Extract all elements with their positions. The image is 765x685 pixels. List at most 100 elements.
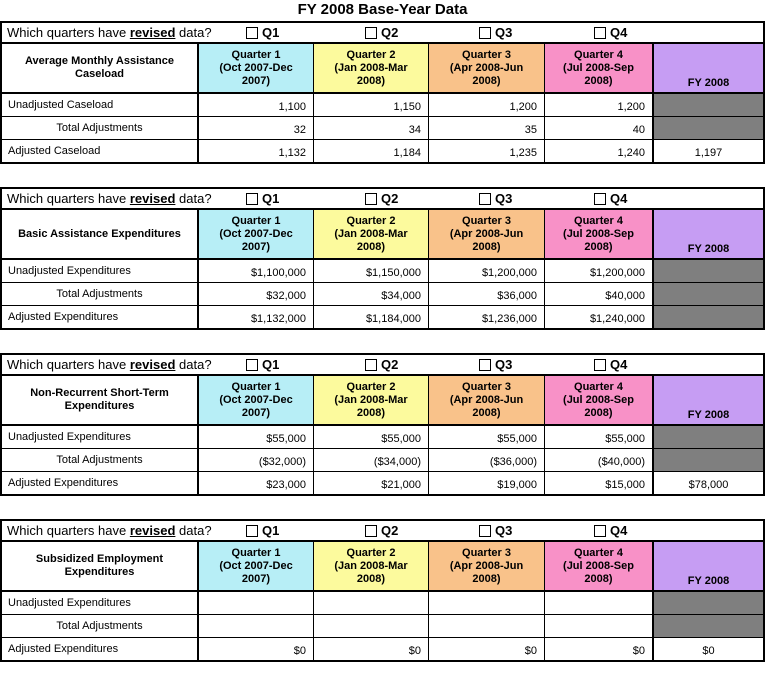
value-cell-q2[interactable]: ($34,000): [313, 449, 428, 471]
value-cell-q4[interactable]: $55,000: [544, 426, 652, 448]
q2-revised-checkbox[interactable]: [365, 26, 377, 39]
value-cell-q1[interactable]: 32: [197, 117, 313, 139]
q4-checkbox-label: Q4: [610, 523, 628, 538]
value-cell-q1[interactable]: $1,132,000: [197, 306, 313, 328]
data-table-1: Which quarters have revised data? Q1 Q2 …: [0, 187, 765, 330]
q3-checkbox-label: Q3: [495, 357, 513, 372]
value-cell-q2[interactable]: $1,150,000: [313, 260, 428, 282]
row-label: Unadjusted Caseload: [8, 99, 114, 111]
q3-revised-checkbox[interactable]: [479, 26, 491, 39]
value-cell-q2[interactable]: 34: [313, 117, 428, 139]
value-cell-q3[interactable]: 1,200: [428, 94, 544, 116]
q2-checkbox-group: Q2: [365, 23, 398, 42]
q3-revised-checkbox[interactable]: [479, 524, 491, 537]
value-cell-q4[interactable]: 40: [544, 117, 652, 139]
value-cell-q1[interactable]: $1,100,000: [197, 260, 313, 282]
table-row: Unadjusted Caseload 1,100 1,150 1,200 1,…: [2, 94, 763, 116]
value-cell-q2[interactable]: [313, 592, 428, 614]
value-cell-q2[interactable]: $34,000: [313, 283, 428, 305]
value-cell-q1[interactable]: [197, 615, 313, 637]
value-cell-q4[interactable]: $1,240,000: [544, 306, 652, 328]
fy-value-cell: [652, 283, 763, 305]
value-cell-q4[interactable]: $40,000: [544, 283, 652, 305]
value-cell-q4[interactable]: $15,000: [544, 472, 652, 494]
row-label: Unadjusted Expenditures: [8, 265, 131, 277]
data-table-2: Which quarters have revised data? Q1 Q2 …: [0, 353, 765, 496]
q3-revised-checkbox[interactable]: [479, 358, 491, 371]
q4-revised-checkbox[interactable]: [594, 192, 606, 205]
value-cell-q2[interactable]: $55,000: [313, 426, 428, 448]
value-cell-q2[interactable]: [313, 615, 428, 637]
q2-revised-checkbox[interactable]: [365, 192, 377, 205]
row-label: Adjusted Expenditures: [8, 477, 119, 489]
value-cell-q1[interactable]: $0: [197, 638, 313, 660]
row-label: Total Adjustments: [56, 288, 143, 300]
quarter-1-header: Quarter 1 (Oct 2007-Dec 2007): [197, 44, 313, 92]
table-row: Adjusted Expenditures $23,000 $21,000 $1…: [2, 471, 763, 494]
value-cell-q3[interactable]: $1,236,000: [428, 306, 544, 328]
q4-revised-checkbox[interactable]: [594, 26, 606, 39]
q1-revised-checkbox[interactable]: [246, 26, 258, 39]
fy-value-cell: [652, 94, 763, 116]
value-cell-q1[interactable]: $55,000: [197, 426, 313, 448]
revised-question: Which quarters have revised data?: [2, 357, 212, 372]
value-cell-q3[interactable]: $19,000: [428, 472, 544, 494]
question-prefix: Which quarters have: [7, 191, 127, 206]
value-cell-q1[interactable]: $23,000: [197, 472, 313, 494]
q1-revised-checkbox[interactable]: [246, 358, 258, 371]
value-cell-q1[interactable]: $32,000: [197, 283, 313, 305]
value-cell-q3[interactable]: $0: [428, 638, 544, 660]
value-cell-q4[interactable]: $0: [544, 638, 652, 660]
value-cell-q3[interactable]: ($36,000): [428, 449, 544, 471]
value-cell-q2[interactable]: 1,150: [313, 94, 428, 116]
value-cell-q3[interactable]: [428, 615, 544, 637]
fy-2008-header: FY 2008: [652, 210, 763, 258]
table-row: Total Adjustments: [2, 614, 763, 637]
q3-checkbox-group: Q3: [479, 189, 512, 208]
value-cell-q4[interactable]: 1,200: [544, 94, 652, 116]
header-row: Non-Recurrent Short-Term Expenditures Qu…: [2, 376, 763, 426]
value-cell-q2[interactable]: $21,000: [313, 472, 428, 494]
q1-revised-checkbox[interactable]: [246, 192, 258, 205]
q4-checkbox-group: Q4: [594, 23, 627, 42]
value-cell-q3[interactable]: 1,235: [428, 140, 544, 162]
row-label: Total Adjustments: [56, 122, 143, 134]
row-label: Adjusted Expenditures: [8, 643, 119, 655]
question-suffix: data?: [179, 25, 212, 40]
value-cell-q4[interactable]: [544, 615, 652, 637]
table-name: Average Monthly Assistance Caseload: [25, 55, 174, 80]
q4-revised-checkbox[interactable]: [594, 358, 606, 371]
value-cell-q4[interactable]: $1,200,000: [544, 260, 652, 282]
value-cell-q1[interactable]: ($32,000): [197, 449, 313, 471]
value-cell-q1[interactable]: 1,132: [197, 140, 313, 162]
q4-revised-checkbox[interactable]: [594, 524, 606, 537]
value-cell-q3[interactable]: 35: [428, 117, 544, 139]
value-cell-q3[interactable]: $36,000: [428, 283, 544, 305]
value-cell-q2[interactable]: 1,184: [313, 140, 428, 162]
q2-revised-checkbox[interactable]: [365, 358, 377, 371]
q2-revised-checkbox[interactable]: [365, 524, 377, 537]
value-cell-q2[interactable]: $0: [313, 638, 428, 660]
quarter-4-header: Quarter 4 (Jul 2008-Sep 2008): [544, 376, 652, 424]
table-row: Unadjusted Expenditures $1,100,000 $1,15…: [2, 260, 763, 282]
question-revised-word: revised: [129, 191, 176, 206]
value-cell-q1[interactable]: [197, 592, 313, 614]
value-cell-q3[interactable]: $1,200,000: [428, 260, 544, 282]
row-label: Total Adjustments: [56, 620, 143, 632]
revised-question-row: Which quarters have revised data? Q1 Q2 …: [2, 355, 763, 376]
value-cell-q4[interactable]: ($40,000): [544, 449, 652, 471]
q3-revised-checkbox[interactable]: [479, 192, 491, 205]
table-name: Basic Assistance Expenditures: [18, 227, 181, 240]
value-cell-q4[interactable]: [544, 592, 652, 614]
value-cell-q1[interactable]: 1,100: [197, 94, 313, 116]
fy-value-cell: [652, 426, 763, 448]
q1-revised-checkbox[interactable]: [246, 524, 258, 537]
value-cell-q3[interactable]: [428, 592, 544, 614]
fy-2008-header: FY 2008: [652, 542, 763, 590]
row-label: Unadjusted Expenditures: [8, 431, 131, 443]
table-name: Non-Recurrent Short-Term Expenditures: [30, 387, 169, 412]
q4-checkbox-label: Q4: [610, 25, 628, 40]
value-cell-q2[interactable]: $1,184,000: [313, 306, 428, 328]
value-cell-q4[interactable]: 1,240: [544, 140, 652, 162]
value-cell-q3[interactable]: $55,000: [428, 426, 544, 448]
